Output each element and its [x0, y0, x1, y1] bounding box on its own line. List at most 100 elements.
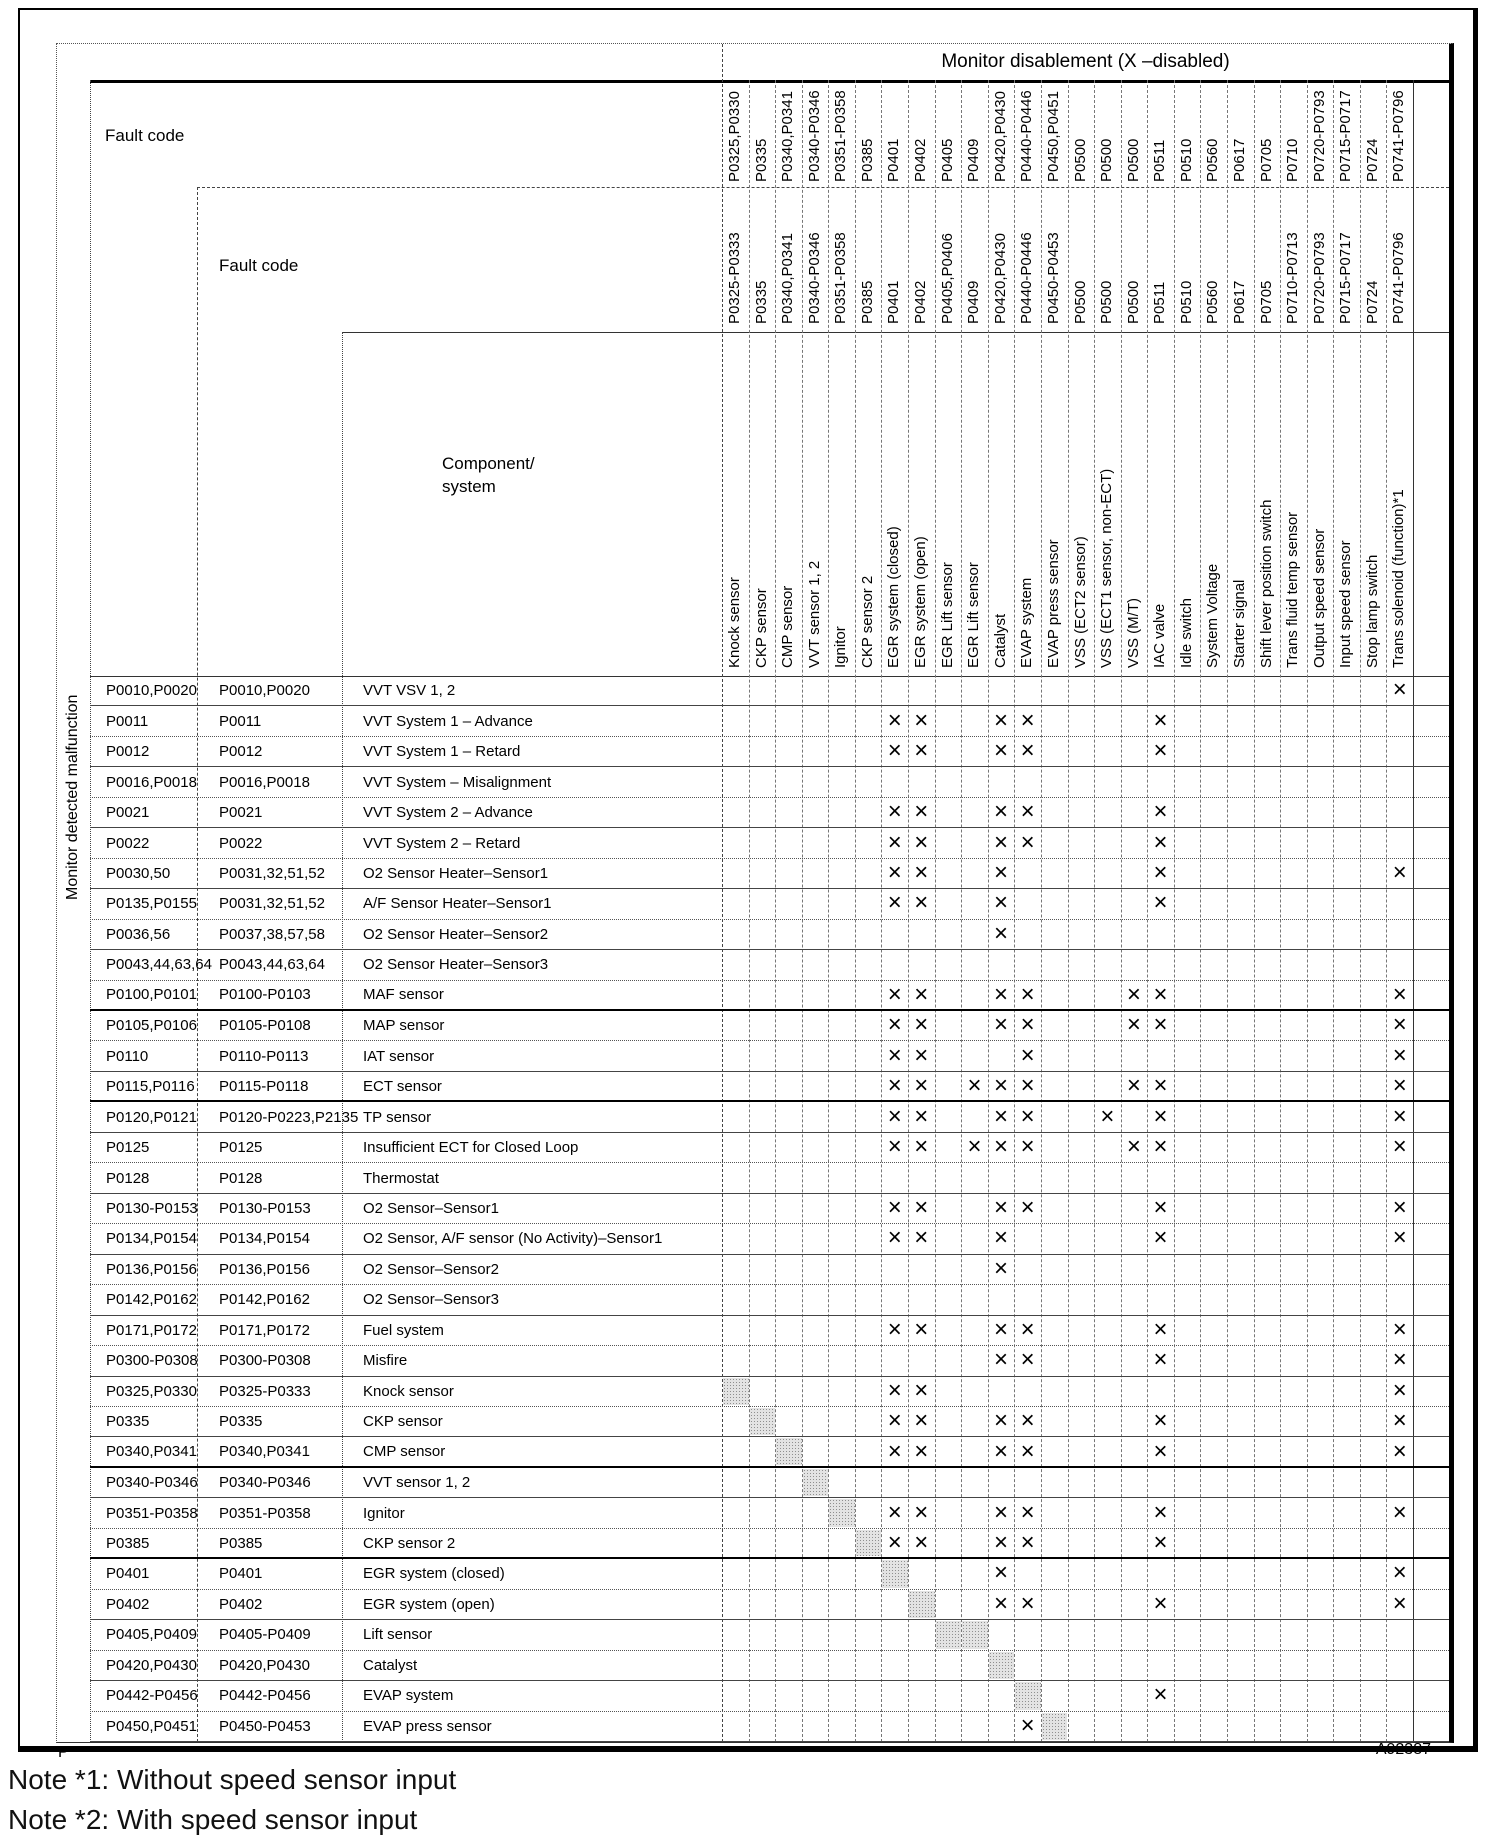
component-cell: EGR system (closed) — [363, 1565, 505, 1583]
disabled-x-mark: × — [1153, 1589, 1168, 1617]
component-cell: Ignitor — [363, 1504, 405, 1522]
component-cell: VVT System 2 – Retard — [363, 834, 521, 852]
disabled-x-mark: × — [1392, 1072, 1407, 1100]
component-cell: Thermostat — [363, 1169, 439, 1187]
table-row: P0300-P0308 P0300-P0308 Misfire × × × × — [90, 1346, 1449, 1377]
column-code-mid: P0705 — [1257, 280, 1275, 324]
disabled-x-mark: × — [1392, 1102, 1407, 1130]
column-component-name: Idle switch — [1177, 597, 1195, 668]
fault-code-1-cell: P0401 — [106, 1565, 150, 1583]
table-row: P0016,P0018 P0016,P0018 VVT System – Misal… — [90, 767, 1449, 798]
column-code-top: P0720-P0793 — [1310, 90, 1328, 182]
component-cell: VVT System 1 – Advance — [363, 712, 533, 730]
column-code-mid: P0724 — [1363, 280, 1381, 324]
fault-code-2-cell: P0115-P0118 — [219, 1077, 309, 1095]
table-row: P0171,P0172 P0171,P0172 Fuel system × × × × × × — [90, 1315, 1449, 1347]
fault-code-1-cell: P0134,P0154 — [106, 1230, 197, 1248]
column-code-mid: P0402 — [912, 280, 930, 324]
disabled-x-mark: × — [1392, 1315, 1407, 1343]
disabled-x-mark: × — [1392, 1224, 1407, 1252]
disabled-x-mark: × — [967, 1133, 982, 1161]
component-cell: VVT sensor 1, 2 — [363, 1474, 471, 1492]
fault-code-2-cell: P0021 — [219, 804, 263, 822]
column-code-top: P0710 — [1284, 138, 1302, 182]
disabled-x-mark: × — [1153, 1315, 1168, 1343]
column-component-name: Catalyst — [991, 613, 1009, 668]
table-row: P0135,P0155 P0031,32,51,52 A/F Sensor Heat… — [90, 889, 1449, 920]
fault-code-2-cell: P0130-P0153 — [219, 1199, 311, 1217]
grid-vline — [1014, 80, 1016, 1742]
disabled-x-mark: × — [914, 1224, 929, 1252]
fault-code-2-cell: P0010,P0020 — [219, 682, 310, 700]
fault-code-1-cell: P0450,P0451 — [106, 1717, 197, 1735]
disabled-x-mark: × — [1392, 1498, 1407, 1526]
column-component-name: EGR system (closed) — [885, 526, 903, 668]
disabled-x-mark: × — [887, 1437, 902, 1465]
self-diagnosis-shaded-cell — [935, 1621, 962, 1649]
fault-code-label-2: Fault code — [219, 256, 299, 275]
disabled-x-mark: × — [994, 1529, 1009, 1557]
disabled-x-mark: × — [1153, 1407, 1168, 1435]
table-row: P0385 P0385 CKP sensor 2 × × × × × — [90, 1529, 1449, 1560]
table-row: P0450,P0451 P0450-P0453 EVAP press sensor × — [90, 1712, 1449, 1742]
fault-code-1-cell: P0300-P0308 — [106, 1352, 198, 1370]
disabled-x-mark: × — [994, 1072, 1009, 1100]
grid-hline — [90, 676, 1449, 677]
column-code-mid: P0420,P0430 — [991, 233, 1009, 324]
fault-code-1-cell: P0340-P0346 — [106, 1474, 198, 1492]
disabled-x-mark: × — [914, 1407, 929, 1435]
disabled-x-mark: × — [887, 1315, 902, 1343]
grid-vline — [1253, 80, 1255, 1742]
fault-code-2-cell: P0011 — [219, 712, 262, 730]
grid-vline — [197, 187, 198, 1742]
fault-code-2-cell: P0442-P0456 — [219, 1687, 311, 1705]
fault-code-1-cell: P0105,P0106 — [106, 1017, 197, 1035]
column-code-top: P0405 — [938, 138, 956, 182]
table-row: P0420,P0430 P0420,P0430 Catalyst — [90, 1651, 1449, 1682]
grid-vline — [1120, 80, 1122, 1742]
disabled-x-mark: × — [887, 1102, 902, 1130]
disabled-x-mark: × — [1153, 1437, 1168, 1465]
disabled-x-mark: × — [1392, 980, 1407, 1008]
disabled-x-mark: × — [1153, 889, 1168, 917]
disabled-x-mark: × — [994, 1254, 1009, 1282]
disabled-x-mark: × — [1153, 858, 1168, 886]
component-cell: CKP sensor 2 — [363, 1534, 456, 1552]
column-code-top: P0500 — [1098, 138, 1116, 182]
fault-code-2-cell: P0385 — [219, 1534, 263, 1552]
table-row: P0335 P0335 CKP sensor × × × × × × — [90, 1407, 1449, 1438]
column-component-name: EGR Lift sensor — [938, 562, 956, 668]
fault-code-2-cell: P0031,32,51,52 — [219, 895, 325, 913]
column-component-name: VSS (M/T) — [1124, 598, 1142, 668]
fault-code-2-cell: P0128 — [219, 1169, 263, 1187]
component-cell: A/F Sensor Heater–Sensor1 — [363, 895, 552, 913]
disabled-x-mark: × — [887, 889, 902, 917]
disabled-x-mark: × — [994, 1194, 1009, 1222]
page-letter: P — [58, 1744, 69, 1761]
column-code-top: P0450,P0451 — [1044, 91, 1062, 182]
component-label-line2: system — [442, 477, 496, 496]
disabled-x-mark: × — [994, 1498, 1009, 1526]
component-cell: MAP sensor — [363, 1017, 445, 1035]
column-code-mid: P0401 — [885, 280, 903, 324]
self-diagnosis-shaded-cell — [829, 1499, 855, 1527]
fault-code-2-cell: P0340-P0346 — [219, 1474, 311, 1492]
self-diagnosis-shaded-cell — [962, 1621, 988, 1649]
grid-vline — [828, 80, 830, 1742]
grid-hline — [197, 187, 1449, 188]
disabled-x-mark: × — [887, 1133, 902, 1161]
disabled-x-mark: × — [1126, 1072, 1141, 1100]
self-diagnosis-shaded-cell — [882, 1560, 909, 1588]
disabled-x-mark: × — [914, 1011, 929, 1039]
disabled-x-mark: × — [1153, 1011, 1168, 1039]
self-diagnosis-shaded-cell — [909, 1590, 935, 1619]
self-diagnosis-shaded-cell — [802, 1468, 829, 1497]
fault-code-2-cell: P0016,P0018 — [219, 773, 310, 791]
disabled-x-mark: × — [1020, 1194, 1035, 1222]
grid-vline — [90, 80, 91, 1742]
disabled-x-mark: × — [1126, 980, 1141, 1008]
fault-code-2-cell: P0335 — [219, 1413, 263, 1431]
fault-code-1-cell: P0012 — [106, 743, 150, 761]
disabled-x-mark: × — [887, 980, 902, 1008]
table-row: P0022 P0022 VVT System 2 – Retard × × × × × — [90, 828, 1449, 859]
